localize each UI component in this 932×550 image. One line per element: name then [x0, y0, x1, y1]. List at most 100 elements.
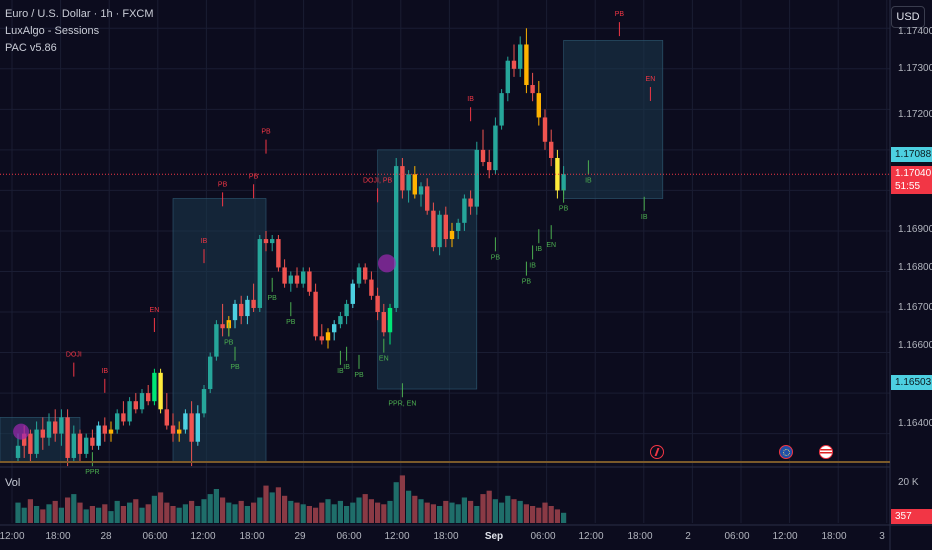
candle-body	[96, 425, 101, 446]
volume-bar	[40, 509, 46, 523]
candle-body	[350, 283, 355, 304]
symbol-legend[interactable]: Euro / U.S. Dollar · 1h · FXCM	[5, 8, 154, 20]
candle-body	[301, 271, 306, 284]
time-tick: 18:00	[821, 531, 847, 542]
candle-body	[195, 413, 200, 442]
volume-bar	[325, 499, 331, 523]
candle-body	[313, 291, 318, 337]
time-tick: 2	[685, 531, 691, 542]
economic-event-icon[interactable]	[650, 445, 664, 459]
candle-body	[239, 303, 244, 317]
candle-body	[394, 166, 399, 308]
time-tick: Sep	[484, 531, 504, 542]
candle-body	[251, 299, 256, 308]
volume-bar	[77, 502, 83, 523]
session-boxes	[0, 40, 664, 463]
volume-bar	[548, 506, 554, 523]
candle-body	[511, 60, 517, 69]
signal-label: PB	[218, 181, 228, 188]
volume-bar	[164, 502, 170, 523]
volume-bar	[530, 506, 536, 523]
candle-body	[425, 186, 430, 211]
candle-body	[549, 141, 554, 158]
candle-body	[338, 316, 343, 325]
price-tick: 1.17300	[898, 63, 932, 74]
candle-body	[462, 198, 467, 223]
currency-button[interactable]: USD	[891, 6, 925, 28]
price-tick: 1.17400	[898, 26, 932, 37]
indicator-legend-pac[interactable]: PAC v5.86	[5, 42, 57, 54]
volume-bar	[387, 500, 393, 523]
us-flag-event-icon[interactable]	[819, 445, 833, 459]
volume-bar	[46, 504, 52, 523]
candle-body	[158, 372, 163, 410]
volume-bar	[468, 500, 474, 523]
candle-body	[65, 417, 70, 458]
signal-label: IB	[201, 238, 208, 245]
candle-body	[102, 425, 107, 434]
volume-bar	[517, 500, 523, 523]
volume-bar	[449, 502, 455, 523]
volume-bar	[399, 475, 405, 523]
volume-bar	[244, 506, 250, 523]
candle-body	[276, 239, 281, 268]
candle-body	[164, 409, 169, 426]
candle-body	[77, 433, 83, 454]
volume-bar	[195, 506, 201, 523]
eu-flag-event-icon[interactable]	[779, 445, 793, 459]
volume-bar	[356, 497, 362, 523]
candle-body	[15, 445, 21, 458]
volume-legend[interactable]: Vol	[5, 477, 21, 489]
candle-body	[59, 417, 64, 434]
volume-bar	[523, 504, 529, 523]
volume-bar	[176, 507, 182, 523]
price-tick: 1.16800	[898, 262, 932, 273]
signal-label: IB	[337, 368, 344, 375]
candle-body	[400, 166, 405, 191]
session-box	[563, 40, 664, 199]
volume-bar	[499, 502, 505, 523]
candle-body	[232, 303, 238, 321]
candle-body	[449, 230, 455, 240]
candle-body	[325, 332, 331, 341]
volume-bar	[15, 502, 21, 523]
volume-bar	[381, 504, 387, 523]
price-tick: 1.16400	[898, 418, 932, 429]
volume-bar	[412, 495, 418, 523]
pivot-circle	[13, 423, 30, 440]
volume-bar	[505, 495, 511, 523]
overlay-lines	[0, 173, 890, 463]
volume-bar	[443, 500, 449, 523]
session-box	[172, 198, 267, 463]
candle-body	[270, 239, 275, 244]
signal-label: EN	[150, 307, 160, 314]
volume-bar	[294, 502, 300, 523]
candle-body	[319, 336, 324, 341]
candle-body	[431, 210, 436, 248]
volume-bar	[170, 506, 176, 523]
volume-bar	[257, 497, 263, 523]
bar-countdown: 51:55	[895, 181, 921, 192]
candle-body	[406, 174, 411, 191]
volume-bar	[71, 494, 77, 523]
last-price-value: 1.17040	[895, 168, 932, 179]
volume-bar	[492, 499, 498, 523]
candle-body	[139, 393, 145, 410]
volume-bar	[120, 506, 126, 523]
volume-bar	[306, 506, 312, 523]
signal-label: IB	[467, 96, 474, 103]
candle-body	[443, 214, 448, 240]
volume-bar	[430, 504, 436, 523]
time-tick: 29	[294, 531, 306, 542]
price-low-badge: 1.16503	[891, 375, 932, 390]
candle-body	[282, 267, 287, 284]
indicator-legend-sessions[interactable]: LuxAlgo - Sessions	[5, 25, 100, 37]
candle-body	[456, 222, 461, 231]
candle-body	[555, 157, 560, 191]
candle-body	[22, 433, 27, 446]
time-tick: 12:00	[384, 531, 410, 542]
price-tick: 1.16900	[898, 224, 932, 235]
